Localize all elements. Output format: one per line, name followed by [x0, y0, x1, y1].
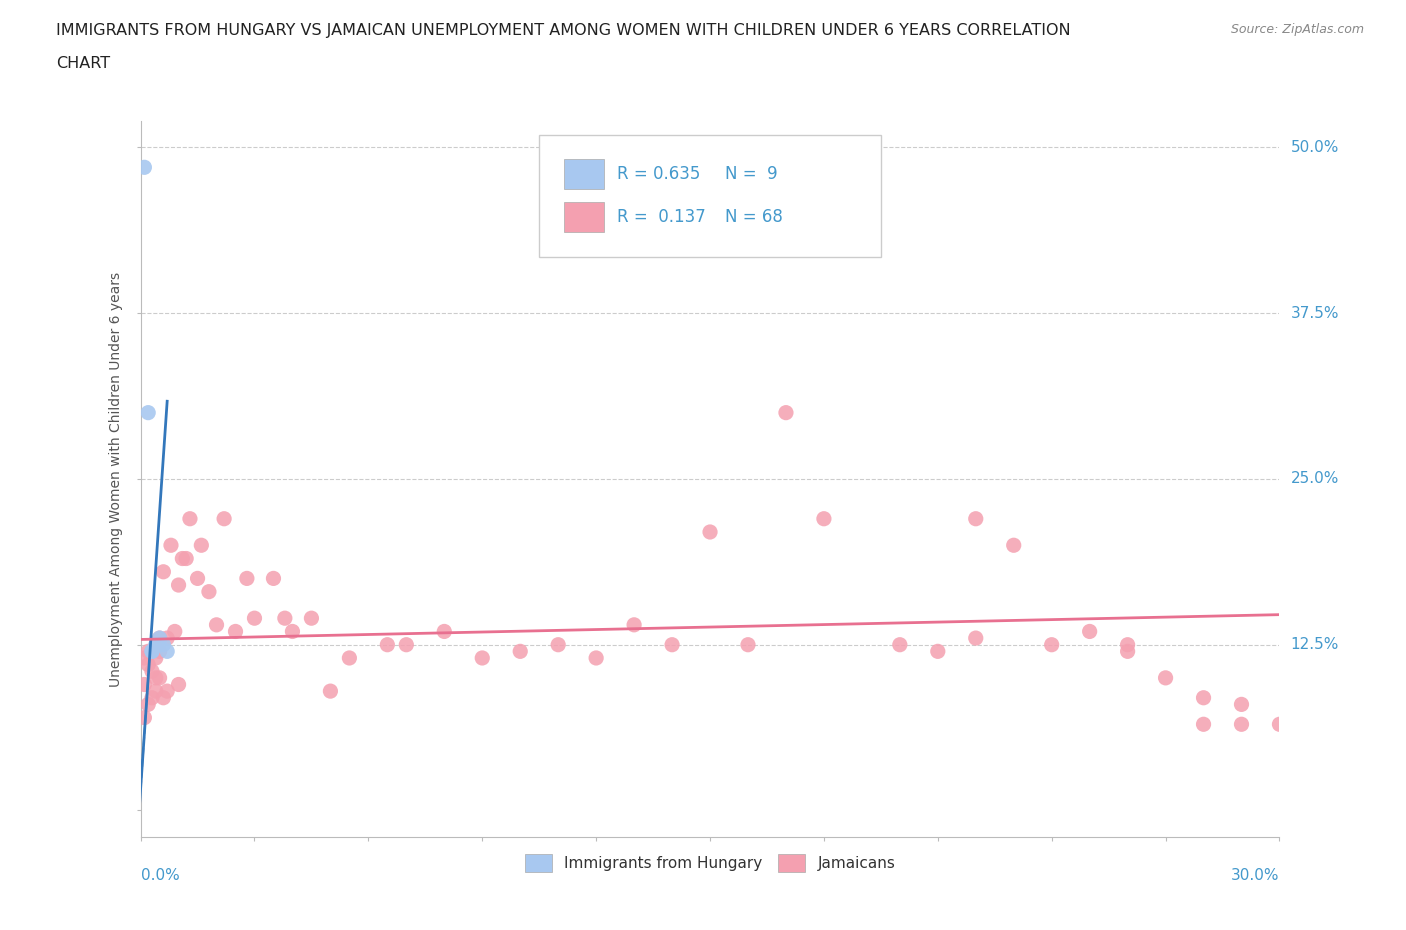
Point — [661, 637, 683, 652]
Point — [198, 584, 221, 599]
Text: 12.5%: 12.5% — [1291, 637, 1339, 652]
Point — [149, 631, 172, 645]
Point — [141, 644, 163, 658]
Point — [145, 637, 167, 652]
Point — [141, 664, 163, 679]
Point — [965, 512, 987, 526]
Legend: Immigrants from Hungary, Jamaicans: Immigrants from Hungary, Jamaicans — [517, 846, 903, 880]
Point — [377, 637, 399, 652]
Point — [471, 651, 494, 666]
Text: 50.0%: 50.0% — [1291, 140, 1339, 155]
Text: 0.0%: 0.0% — [141, 868, 180, 883]
FancyBboxPatch shape — [564, 202, 605, 232]
Point — [1192, 690, 1215, 705]
Text: N = 68: N = 68 — [725, 208, 783, 226]
Text: IMMIGRANTS FROM HUNGARY VS JAMAICAN UNEMPLOYMENT AMONG WOMEN WITH CHILDREN UNDER: IMMIGRANTS FROM HUNGARY VS JAMAICAN UNEM… — [56, 23, 1071, 38]
Point — [134, 711, 156, 725]
Point — [134, 651, 156, 666]
Point — [1116, 644, 1139, 658]
Point — [813, 512, 835, 526]
Point — [225, 624, 247, 639]
Point — [134, 677, 156, 692]
Point — [1268, 717, 1291, 732]
Point — [160, 538, 183, 552]
Point — [156, 631, 179, 645]
Point — [1192, 717, 1215, 732]
Point — [149, 631, 172, 645]
Point — [274, 611, 297, 626]
Point — [319, 684, 342, 698]
Point — [1230, 697, 1253, 711]
Text: N =  9: N = 9 — [725, 165, 778, 183]
Point — [190, 538, 212, 552]
Point — [152, 637, 174, 652]
Point — [156, 684, 179, 698]
Text: Source: ZipAtlas.com: Source: ZipAtlas.com — [1230, 23, 1364, 36]
Point — [1116, 637, 1139, 652]
Point — [163, 624, 186, 639]
Point — [737, 637, 759, 652]
Text: CHART: CHART — [56, 56, 110, 71]
Point — [149, 637, 172, 652]
Point — [263, 571, 285, 586]
Point — [186, 571, 209, 586]
Point — [623, 618, 645, 632]
Point — [395, 637, 418, 652]
Point — [152, 565, 174, 579]
Point — [136, 644, 159, 658]
Point — [775, 405, 797, 420]
Point — [205, 618, 228, 632]
Point — [136, 405, 159, 420]
Point — [585, 651, 607, 666]
Text: 25.0%: 25.0% — [1291, 472, 1339, 486]
Text: 37.5%: 37.5% — [1291, 306, 1339, 321]
Text: R = 0.635: R = 0.635 — [617, 165, 700, 183]
Point — [141, 644, 163, 658]
Text: R =  0.137: R = 0.137 — [617, 208, 706, 226]
Point — [339, 651, 361, 666]
FancyBboxPatch shape — [564, 159, 605, 189]
Point — [172, 551, 194, 566]
Point — [1154, 671, 1177, 685]
Point — [136, 658, 159, 672]
Point — [134, 160, 156, 175]
Point — [145, 651, 167, 666]
Point — [167, 677, 190, 692]
Point — [927, 644, 949, 658]
Point — [141, 690, 163, 705]
Point — [1078, 624, 1101, 639]
Point — [141, 644, 163, 658]
FancyBboxPatch shape — [540, 135, 882, 257]
Point — [509, 644, 531, 658]
Point — [136, 697, 159, 711]
Y-axis label: Unemployment Among Women with Children Under 6 years: Unemployment Among Women with Children U… — [110, 272, 124, 686]
Point — [965, 631, 987, 645]
Point — [212, 512, 235, 526]
Point — [149, 671, 172, 685]
Text: 30.0%: 30.0% — [1232, 868, 1279, 883]
Point — [149, 644, 172, 658]
Point — [145, 684, 167, 698]
Point — [167, 578, 190, 592]
Point — [889, 637, 911, 652]
Point — [281, 624, 304, 639]
Point — [1002, 538, 1025, 552]
Point — [174, 551, 197, 566]
Point — [179, 512, 201, 526]
Point — [699, 525, 721, 539]
Point — [433, 624, 456, 639]
Point — [301, 611, 323, 626]
Point — [1040, 637, 1063, 652]
Point — [156, 644, 179, 658]
Point — [243, 611, 266, 626]
Point — [236, 571, 259, 586]
Point — [145, 671, 167, 685]
Point — [1230, 717, 1253, 732]
Point — [547, 637, 569, 652]
Point — [152, 690, 174, 705]
